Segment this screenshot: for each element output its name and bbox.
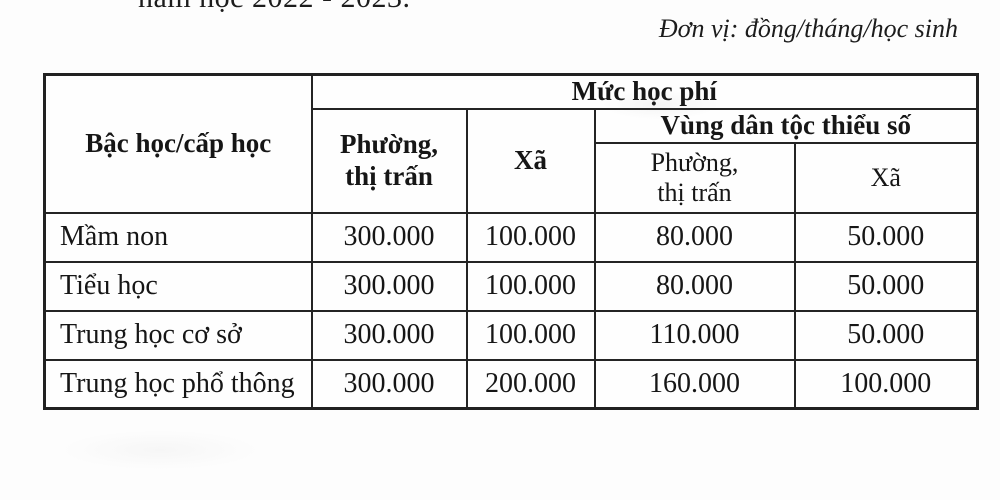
row-label: Trung học phổ thông [43, 358, 313, 410]
table-row: Trung học phổ thông 300.000 200.000 160.… [43, 358, 979, 410]
row-label: Tiểu học [43, 260, 313, 312]
header-ward-town: Phường, thị trấn [310, 107, 468, 214]
clipped-heading-text: năm học 2022 - 2023. [138, 0, 410, 15]
fee-cell: 300.000 [310, 260, 468, 312]
row-label: Trung học cơ sở [43, 309, 313, 361]
fee-cell: 100.000 [465, 309, 596, 361]
fee-cell: 110.000 [593, 309, 796, 361]
header-commune: Xã [465, 107, 596, 214]
scan-smudge [60, 430, 260, 470]
fee-cell: 300.000 [310, 309, 468, 361]
header-minority-commune: Xã [793, 141, 979, 214]
fee-cell: 50.000 [793, 309, 979, 361]
header-minority-ward-town: Phường, thị trấn [593, 141, 796, 214]
header-education-level: Bậc học/cấp học [43, 73, 313, 214]
fee-cell: 300.000 [310, 358, 468, 410]
header-minority-region-group: Vùng dân tộc thiểu số [593, 107, 979, 144]
row-label: Mầm non [43, 211, 313, 263]
tuition-fee-table: Bậc học/cấp học Mức học phí Phường, thị … [43, 73, 980, 410]
table-row: Mầm non 300.000 100.000 80.000 50.000 [43, 211, 979, 263]
fee-cell: 100.000 [465, 260, 596, 312]
fee-cell: 50.000 [793, 260, 979, 312]
fee-cell: 200.000 [465, 358, 596, 410]
header-fee-group: Mức học phí [310, 73, 979, 110]
fee-cell: 160.000 [593, 358, 796, 410]
fee-cell: 80.000 [593, 211, 796, 263]
header-row-1: Bậc học/cấp học Mức học phí [43, 73, 979, 214]
header-row-3: Phường, thị trấn Xã [45, 141, 979, 214]
header-row-2: Phường, thị trấn Xã Vùng dân tộc thiểu s… [45, 107, 979, 214]
unit-note: Đơn vị: đồng/tháng/học sinh [658, 14, 958, 43]
fee-cell: 300.000 [310, 211, 468, 263]
fee-cell: 100.000 [465, 211, 596, 263]
table-row: Tiểu học 300.000 100.000 80.000 50.000 [43, 260, 979, 312]
table-row: Trung học cơ sở 300.000 100.000 110.000 … [43, 309, 979, 361]
fee-cell: 80.000 [593, 260, 796, 312]
fee-cell: 100.000 [793, 358, 979, 410]
fee-cell: 50.000 [793, 211, 979, 263]
